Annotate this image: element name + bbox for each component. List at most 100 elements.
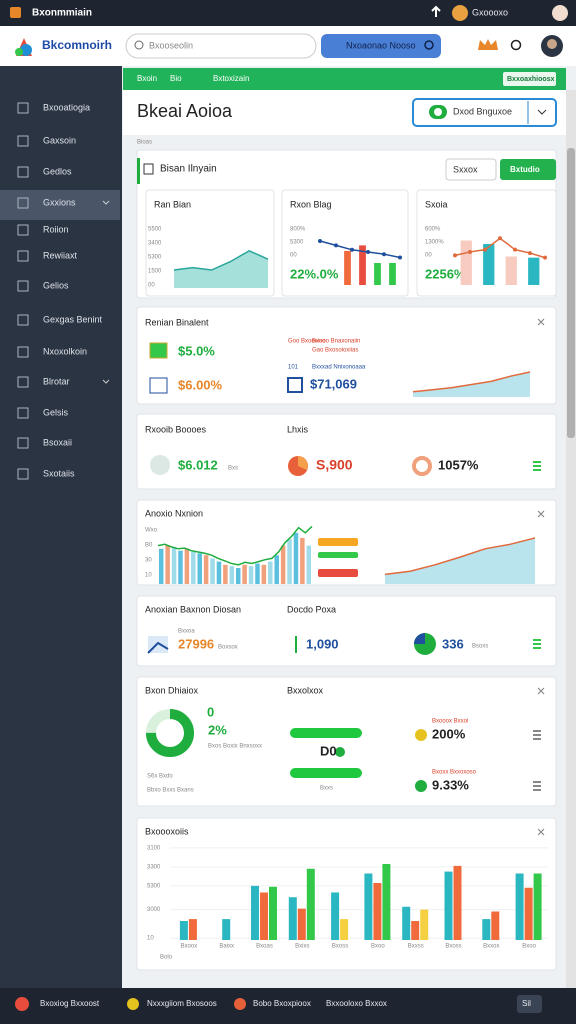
nav-icon [17, 280, 29, 292]
avatar[interactable] [552, 5, 568, 21]
note: Bxoxx Bxxoxoso [432, 770, 477, 776]
bar [453, 865, 462, 940]
tab-action[interactable] [503, 72, 556, 86]
nav-item[interactable]: Nxoxolkoin [43, 346, 87, 356]
card-title: Rxooib Boooes [145, 424, 207, 434]
nav-icon [17, 314, 29, 326]
marker [295, 636, 297, 653]
card [136, 306, 557, 405]
nav-item[interactable]: Bsoxaii [43, 437, 72, 447]
nav-item[interactable]: Gelsis [43, 407, 69, 417]
bar [184, 548, 190, 584]
avatar[interactable] [452, 5, 468, 21]
line [173, 249, 269, 271]
line [384, 537, 536, 576]
metric: $5.0% [178, 343, 215, 358]
icon [149, 342, 168, 359]
note: Goo Bxooxiso [288, 339, 326, 345]
dot [415, 729, 427, 741]
metric: 27996 [178, 636, 214, 651]
bar [178, 550, 183, 584]
tick-label: 3100 [147, 845, 161, 851]
card-icon [143, 163, 154, 175]
select[interactable] [412, 98, 557, 127]
footer-item[interactable]: Bobo Bxoxpioox [253, 999, 311, 1008]
footer-icon [15, 997, 29, 1011]
accent [137, 158, 140, 184]
nav-item[interactable]: Rewiiaxt [43, 250, 78, 260]
tab[interactable]: Bxtoxizain [213, 74, 249, 83]
upload-icon[interactable] [431, 5, 441, 17]
nav-icon [17, 407, 29, 419]
button-label: Bxtudio [510, 165, 540, 174]
header-button[interactable] [321, 34, 441, 58]
tab-bar [123, 68, 566, 90]
badge[interactable] [517, 995, 542, 1013]
nav-icon [17, 166, 29, 178]
bar [373, 883, 382, 940]
filter[interactable] [445, 158, 497, 181]
nav-item[interactable]: Gelios [43, 280, 69, 290]
ring-icon [412, 456, 432, 476]
metric: $6.012 [178, 457, 218, 472]
card-title: Bxon Dhiaiox [145, 685, 199, 695]
close[interactable] [537, 318, 545, 326]
area [174, 250, 268, 288]
scroll-thumb[interactable] [567, 148, 575, 438]
sidebar-active [0, 190, 120, 220]
card [136, 413, 557, 490]
card-title: Anoxian Baxnon Diosan [145, 604, 241, 614]
nav-item[interactable]: Blrotar [43, 376, 70, 386]
note: Boxsox [218, 645, 238, 651]
primary-button[interactable] [500, 159, 556, 180]
close[interactable] [537, 687, 545, 695]
select-label: Dxod Bnguxoe [453, 106, 512, 116]
bar [287, 539, 292, 584]
close[interactable] [537, 510, 545, 518]
line [412, 371, 531, 393]
search-box[interactable] [125, 33, 317, 59]
avatar [547, 39, 557, 49]
footer-item[interactable]: Bxoxiog Bxxoost [40, 999, 100, 1008]
app-icon [10, 7, 21, 18]
metric: S,900 [316, 457, 353, 473]
nav-item[interactable]: Gedlos [43, 166, 72, 176]
bar [491, 911, 500, 940]
crown-icon[interactable] [478, 39, 498, 50]
footer-item[interactable]: Bxxooloxo Bxxox [326, 999, 387, 1008]
bar [515, 873, 524, 940]
mini-title: Rxon Blag [290, 199, 332, 209]
tick-label: 5300 [290, 240, 304, 246]
nav-item[interactable]: Gxxions [43, 197, 76, 207]
bar [229, 566, 235, 584]
metric: 1057% [438, 457, 479, 472]
label: Bxxoa [178, 629, 195, 635]
bar [359, 245, 366, 285]
progress [290, 728, 362, 738]
nav-item[interactable]: Gexgas Benint [43, 314, 103, 324]
metric: 9.33% [432, 777, 469, 792]
close[interactable] [537, 828, 545, 836]
chevron [537, 109, 547, 115]
bar [331, 892, 340, 940]
footer-item[interactable]: Nxxxgiiom Bxosoos [147, 999, 217, 1008]
nav-item[interactable]: Gaxsoin [43, 135, 76, 145]
bar [524, 887, 533, 940]
pie-icon [298, 456, 308, 470]
bar [528, 257, 540, 285]
metric: 22%.0% [290, 266, 339, 281]
metric: 200% [432, 726, 466, 741]
tab[interactable]: Bxoin [137, 74, 157, 83]
tab[interactable]: Bio [170, 74, 182, 83]
nav-item[interactable]: Sxotaiis [43, 468, 75, 478]
nav-item[interactable]: Roiion [43, 224, 69, 234]
note: Bsoxs [472, 644, 488, 650]
bar [389, 263, 396, 285]
nav-item[interactable]: Bxooatiogia [43, 102, 90, 112]
bar [197, 553, 202, 584]
nav-icon [17, 197, 29, 209]
mini-title: Sxoia [425, 199, 448, 209]
point [398, 255, 402, 260]
bar [306, 545, 312, 584]
search-icon[interactable] [510, 39, 522, 51]
